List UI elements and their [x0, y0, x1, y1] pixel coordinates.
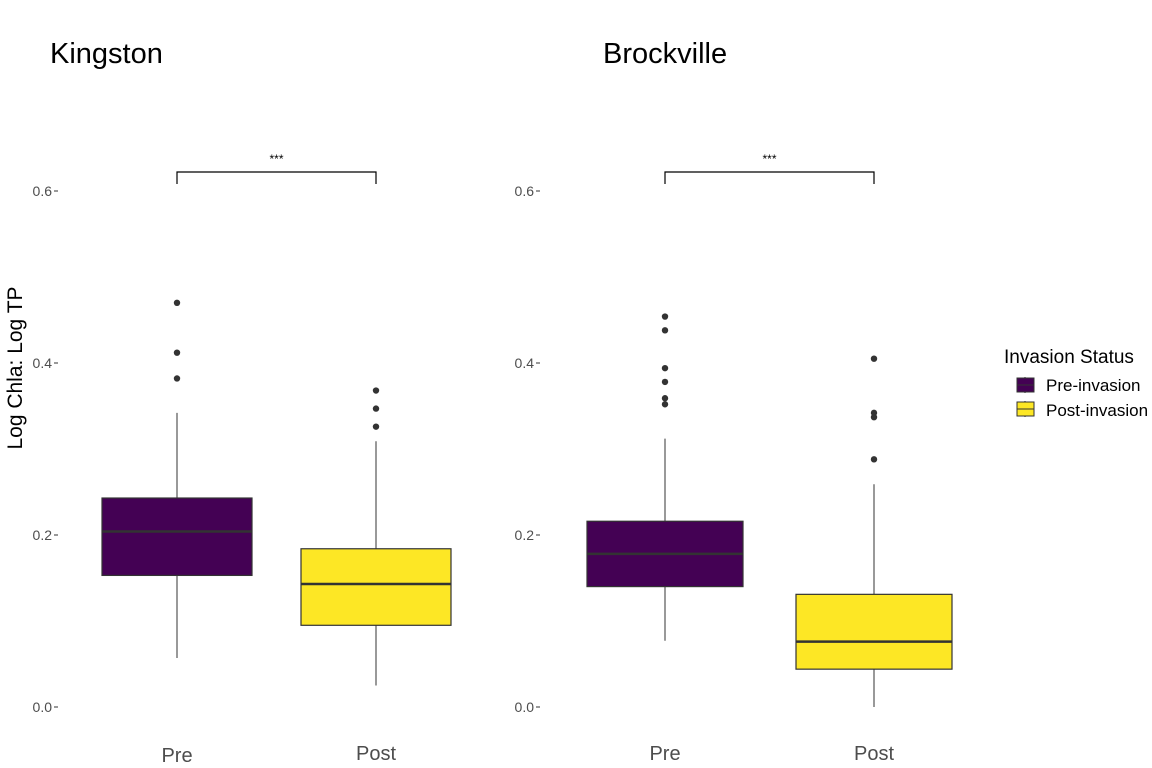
y-tick-label-kingston-0: 0.0: [33, 699, 53, 715]
x-tick-label-brockville-post: Post: [854, 743, 894, 765]
outlier-brockville-pre-5: [661, 313, 669, 320]
significance-label-brockville: ***: [762, 152, 776, 166]
legend-entry-post-invasion: Post-invasion: [1016, 401, 1148, 420]
legend: Invasion Status Pre-invasion Post-invasi…: [1004, 347, 1148, 420]
y-tick-label-kingston-3: 0.6: [33, 183, 53, 199]
y-tick-label-kingston-2: 0.4: [33, 355, 53, 371]
panel-kingston: Kingston 0.0 0.2 0.4 0.6 Pre Post ***: [33, 38, 452, 767]
y-tick-label-brockville-0: 0.0: [515, 699, 535, 715]
box-kingston-pre: [101, 497, 253, 577]
y-tick-label-brockville-1: 0.2: [515, 527, 535, 543]
outlier-brockville-pre-1: [661, 395, 669, 402]
panel-title-brockville: Brockville: [603, 38, 727, 70]
boxes-brockville: [586, 313, 953, 707]
outlier-kingston-post-2: [372, 387, 380, 394]
legend-label-post-invasion: Post-invasion: [1046, 401, 1148, 420]
outlier-brockville-pre-3: [661, 364, 669, 372]
outlier-kingston-post-0: [372, 423, 380, 430]
significance-label-kingston: ***: [269, 152, 283, 166]
box-kingston-post: [300, 548, 452, 626]
outlier-brockville-post-2: [870, 409, 878, 417]
bracket-line-kingston: [176, 171, 377, 184]
y-axis-kingston: 0.0 0.2 0.4 0.6: [33, 183, 58, 715]
outlier-brockville-post-0: [870, 456, 878, 463]
panel-title-kingston: Kingston: [50, 38, 163, 70]
y-tick-label-brockville-2: 0.4: [515, 355, 535, 371]
legend-title: Invasion Status: [1004, 347, 1134, 368]
significance-bracket-brockville: ***: [664, 152, 875, 184]
y-axis-brockville: 0.0 0.2 0.4 0.6: [515, 183, 540, 715]
legend-label-pre-invasion: Pre-invasion: [1046, 376, 1141, 395]
significance-bracket-kingston: ***: [176, 152, 377, 184]
outlier-brockville-post-3: [870, 355, 878, 362]
outlier-kingston-pre-0: [173, 375, 181, 382]
legend-entry-pre-invasion: Pre-invasion: [1016, 376, 1141, 395]
y-tick-label-brockville-3: 0.6: [515, 183, 535, 199]
bracket-line-brockville: [664, 171, 875, 184]
panel-brockville: Brockville 0.0 0.2 0.4 0.6 Pre Post ***: [515, 38, 953, 765]
outlier-kingston-post-1: [372, 405, 380, 412]
y-axis-label: Log Chla: Log TP: [4, 286, 27, 449]
outlier-kingston-pre-2: [173, 299, 181, 306]
x-axis-brockville: Pre Post: [649, 743, 894, 765]
boxes-kingston: [101, 299, 452, 686]
x-axis-kingston: Pre Post: [161, 743, 396, 767]
x-tick-label-kingston-post: Post: [356, 743, 396, 765]
x-tick-label-kingston-pre: Pre: [161, 745, 192, 767]
x-tick-label-brockville-pre: Pre: [649, 743, 680, 765]
outlier-brockville-pre-0: [661, 401, 669, 408]
outlier-brockville-pre-4: [661, 327, 669, 334]
outlier-brockville-pre-2: [661, 378, 669, 386]
y-tick-label-kingston-1: 0.2: [33, 527, 53, 543]
outlier-kingston-pre-1: [173, 349, 181, 356]
box-brockville-post: [795, 593, 953, 670]
